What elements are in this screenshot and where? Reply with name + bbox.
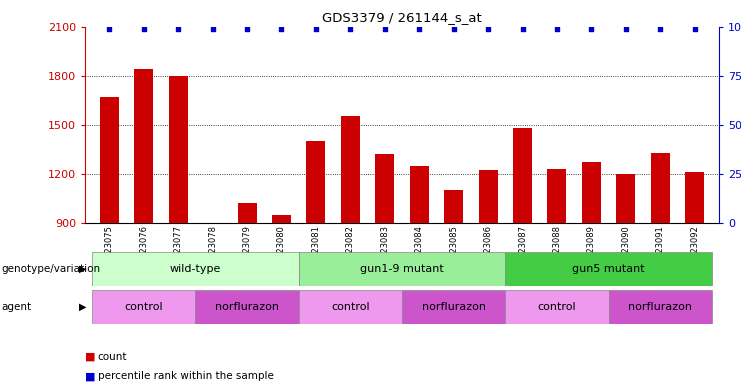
Bar: [307, 141, 325, 223]
Point: [688, 26, 700, 32]
Bar: [92, 290, 196, 324]
Point: [241, 26, 253, 32]
Text: gun1-9 mutant: gun1-9 mutant: [360, 264, 444, 274]
Bar: [444, 190, 463, 223]
Bar: [402, 290, 505, 324]
Title: GDS3379 / 261144_s_at: GDS3379 / 261144_s_at: [322, 11, 482, 24]
Bar: [238, 203, 256, 223]
Text: ■: ■: [85, 352, 96, 362]
Bar: [299, 252, 505, 286]
Point: [207, 26, 219, 32]
Point: [413, 26, 425, 32]
Bar: [100, 97, 119, 223]
Point: [138, 26, 150, 32]
Text: agent: agent: [1, 302, 32, 312]
Bar: [196, 290, 299, 324]
Bar: [685, 172, 704, 223]
Text: ■: ■: [85, 371, 96, 381]
Point: [551, 26, 563, 32]
Point: [172, 26, 184, 32]
Point: [585, 26, 597, 32]
Bar: [203, 223, 222, 228]
Text: norflurazon: norflurazon: [215, 302, 279, 312]
Bar: [513, 128, 532, 223]
Bar: [169, 76, 187, 223]
Bar: [410, 166, 429, 223]
Point: [104, 26, 116, 32]
Bar: [479, 170, 497, 223]
Bar: [617, 174, 635, 223]
Text: norflurazon: norflurazon: [628, 302, 692, 312]
Text: wild-type: wild-type: [170, 264, 221, 274]
Point: [654, 26, 666, 32]
Bar: [548, 169, 566, 223]
Bar: [608, 290, 712, 324]
Point: [482, 26, 494, 32]
Text: control: control: [124, 302, 163, 312]
Point: [379, 26, 391, 32]
Bar: [651, 152, 670, 223]
Text: count: count: [98, 352, 127, 362]
Point: [448, 26, 459, 32]
Point: [310, 26, 322, 32]
Text: ▶: ▶: [79, 264, 87, 274]
Text: norflurazon: norflurazon: [422, 302, 485, 312]
Bar: [272, 215, 291, 223]
Text: percentile rank within the sample: percentile rank within the sample: [98, 371, 273, 381]
Bar: [299, 290, 402, 324]
Bar: [341, 116, 360, 223]
Text: gun5 mutant: gun5 mutant: [572, 264, 645, 274]
Point: [345, 26, 356, 32]
Text: control: control: [331, 302, 370, 312]
Bar: [582, 162, 601, 223]
Point: [620, 26, 632, 32]
Bar: [92, 252, 299, 286]
Text: genotype/variation: genotype/variation: [1, 264, 101, 274]
Point: [516, 26, 528, 32]
Text: control: control: [538, 302, 576, 312]
Bar: [375, 154, 394, 223]
Bar: [505, 290, 608, 324]
Bar: [134, 69, 153, 223]
Bar: [505, 252, 712, 286]
Text: ▶: ▶: [79, 302, 87, 312]
Point: [276, 26, 288, 32]
